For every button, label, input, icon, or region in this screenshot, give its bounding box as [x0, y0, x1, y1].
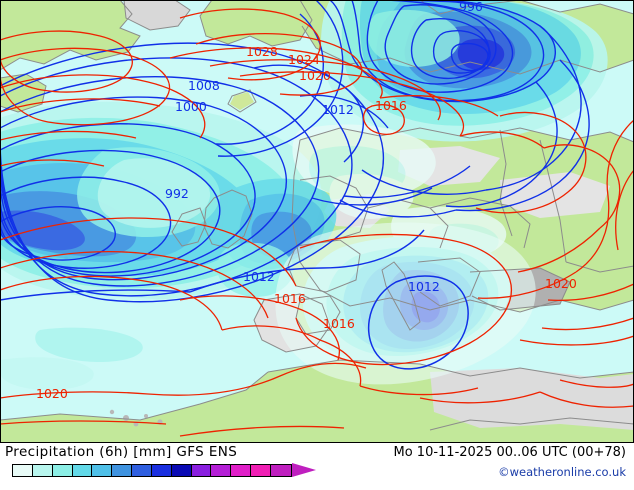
legend-title: Precipitation (6h) [mm] GFS ENS — [5, 444, 238, 460]
colorbar-swatch-0.5 — [32, 465, 53, 476]
colorbar-overflow-arrow — [292, 463, 316, 477]
pressure-labels: 1028 1024 1020 1008 1000 992 996 1012 10… — [36, 0, 577, 401]
colorbar-swatch-35 — [211, 465, 232, 476]
pressure-label-1000: 1000 — [175, 99, 207, 114]
pressure-label-1016-scand: 1016 — [375, 98, 407, 113]
colorbar-swatch-30 — [191, 465, 212, 476]
colorbar-swatch-1 — [52, 465, 73, 476]
colorbar-swatch-40 — [231, 465, 252, 476]
pressure-label: 1028 — [246, 44, 278, 59]
pressure-label-996: 996 — [459, 0, 483, 14]
pressure-label-1016-morocco: 1016 — [323, 316, 355, 331]
copyright-notice: ©weatheronline.co.uk — [498, 465, 626, 479]
pressure-label-1012-scand: 1012 — [322, 102, 354, 117]
map-svg: 1028 1024 1020 1008 1000 992 996 1012 10… — [0, 0, 634, 443]
isobars-high — [0, 8, 634, 437]
colorbar-swatch-2 — [72, 465, 93, 476]
pressure-label-1020-nw: 1020 — [299, 68, 331, 83]
colorbar-swatches — [12, 464, 292, 477]
isobar-med-low — [368, 275, 469, 370]
pressure-label-1020-sw: 1020 — [36, 386, 68, 401]
colorbar-swatch-45 — [251, 465, 271, 476]
pressure-label-1012-biscay: 1012 — [243, 269, 275, 284]
pressure-label-1024: 1024 — [288, 52, 320, 67]
colorbar-swatch-20 — [151, 465, 172, 476]
pressure-label-992: 992 — [165, 186, 189, 201]
precipitation-mediterranean — [275, 222, 536, 385]
colorbar-swatch-10 — [112, 465, 133, 476]
map-canvas[interactable]: 1028 1024 1020 1008 1000 992 996 1012 10… — [0, 0, 634, 443]
pressure-label-1016-iberia: 1016 — [274, 291, 306, 306]
colorbar-swatch-50 — [270, 465, 291, 476]
legend-panel: Precipitation (6h) [mm] GFS ENS 0.10.512… — [0, 443, 634, 490]
colorbar-swatch-0.1 — [13, 465, 33, 476]
pressure-label-1012-med: 1012 — [408, 279, 440, 294]
colorbar-swatch-15 — [132, 465, 152, 476]
colorbar-swatch-25 — [171, 465, 192, 476]
pressure-label-1008: 1008 — [188, 78, 220, 93]
model-run-info: Mo 10-11-2025 00..06 UTC (00+78) — [393, 445, 627, 460]
pressure-label-1020-east: 1020 — [545, 276, 577, 291]
pressure-label-text: 1028 — [246, 44, 278, 59]
colorbar-swatch-5 — [92, 465, 113, 476]
colorbar: 0.10.5125101520253035404550 — [12, 463, 316, 477]
